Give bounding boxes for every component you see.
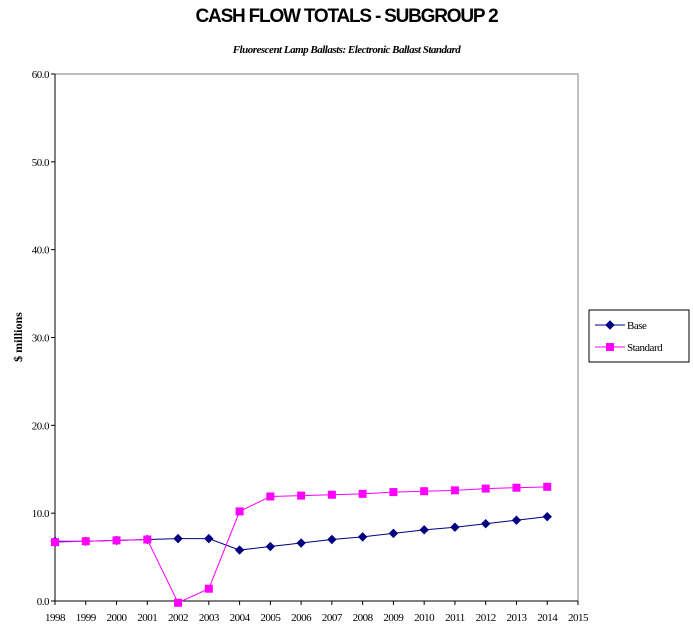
x-axis: 1998 1999 2000 2001 2002 2003 2004 2005 2006 2007… (45, 600, 590, 624)
x-tick-label: 2001 (137, 612, 157, 624)
y-tick-label: 0.0 (37, 596, 50, 608)
y-tick-label: 60.0 (32, 69, 50, 81)
x-tick-label: 2015 (568, 612, 589, 624)
x-tick-label: 2010 (414, 612, 435, 624)
y-tick-label: 30.0 (32, 333, 50, 345)
data-point-base (234, 545, 245, 555)
chart-title: CASH FLOW TOTALS - SUBGROUP 2 (195, 6, 499, 27)
data-point-base (388, 528, 399, 539)
legend-box (588, 309, 690, 363)
data-point-base (357, 532, 368, 542)
data-point-base (327, 534, 337, 545)
data-point-standard (51, 538, 59, 547)
data-point-base (480, 518, 491, 529)
x-tick-label: 2006 (291, 612, 312, 624)
x-tick-label: 2012 (476, 612, 496, 624)
x-tick-label: 2007 (322, 612, 343, 624)
data-point-standard (174, 598, 183, 607)
data-point-standard (81, 537, 90, 546)
plot-border (54, 73, 579, 602)
legend-label: Base (627, 320, 647, 332)
data-point-standard (543, 482, 552, 491)
data-point-standard (235, 507, 244, 516)
x-tick-label: 2008 (353, 612, 374, 624)
data-point-base (450, 522, 460, 532)
y-tick-label: 10.0 (32, 508, 50, 520)
data-point-base (419, 525, 429, 535)
data-point-standard (112, 536, 121, 545)
data-point-base (511, 515, 522, 525)
data-point-standard (512, 483, 521, 492)
series-standard (51, 482, 552, 607)
y-tick-label: 20.0 (32, 420, 50, 432)
chart-subtitle: Fluorescent Lamp Ballasts: Electronic Ba… (232, 44, 461, 56)
x-tick-label: 1998 (45, 612, 66, 624)
plot-area (54, 73, 579, 602)
data-point-base (296, 538, 306, 548)
legend-item-standard: Standard (595, 342, 664, 354)
data-point-standard (450, 486, 459, 495)
legend: Base Standard (588, 309, 690, 363)
y-axis-label: $ millions (11, 312, 25, 362)
x-tick-label: 1999 (76, 612, 97, 624)
data-point-standard (389, 488, 398, 497)
legend-marker (606, 343, 614, 351)
data-point-standard (204, 584, 213, 593)
data-point-base (204, 533, 214, 544)
x-tick-label: 2004 (230, 612, 251, 624)
data-point-standard (358, 489, 367, 498)
x-tick-label: 2000 (107, 612, 128, 624)
y-tick-label: 50.0 (32, 157, 50, 169)
legend-item-base: Base (595, 320, 648, 332)
legend-marker (605, 320, 615, 330)
data-point-standard (420, 487, 429, 496)
data-point-standard (266, 492, 275, 501)
x-tick-label: 2002 (168, 612, 188, 624)
series-group (50, 482, 552, 607)
legend-label: Standard (627, 342, 663, 354)
data-point-standard (297, 491, 306, 500)
y-axis: 0.0 10.0 20.0 30.0 40.0 50.0 60.0 (32, 69, 56, 608)
x-tick-label: 2011 (445, 612, 465, 624)
x-tick-label: 2003 (199, 612, 220, 624)
x-tick-label: 2005 (260, 612, 281, 624)
x-tick-label: 2009 (383, 612, 404, 624)
y-tick-label: 40.0 (32, 245, 50, 257)
x-tick-label: 2014 (537, 612, 558, 624)
data-point-base (265, 541, 276, 552)
data-point-standard (143, 535, 152, 544)
x-tick-label: 2013 (506, 612, 527, 624)
data-point-base (542, 511, 552, 522)
data-point-standard (481, 484, 490, 493)
data-point-standard (327, 490, 336, 499)
data-point-base (173, 533, 183, 544)
